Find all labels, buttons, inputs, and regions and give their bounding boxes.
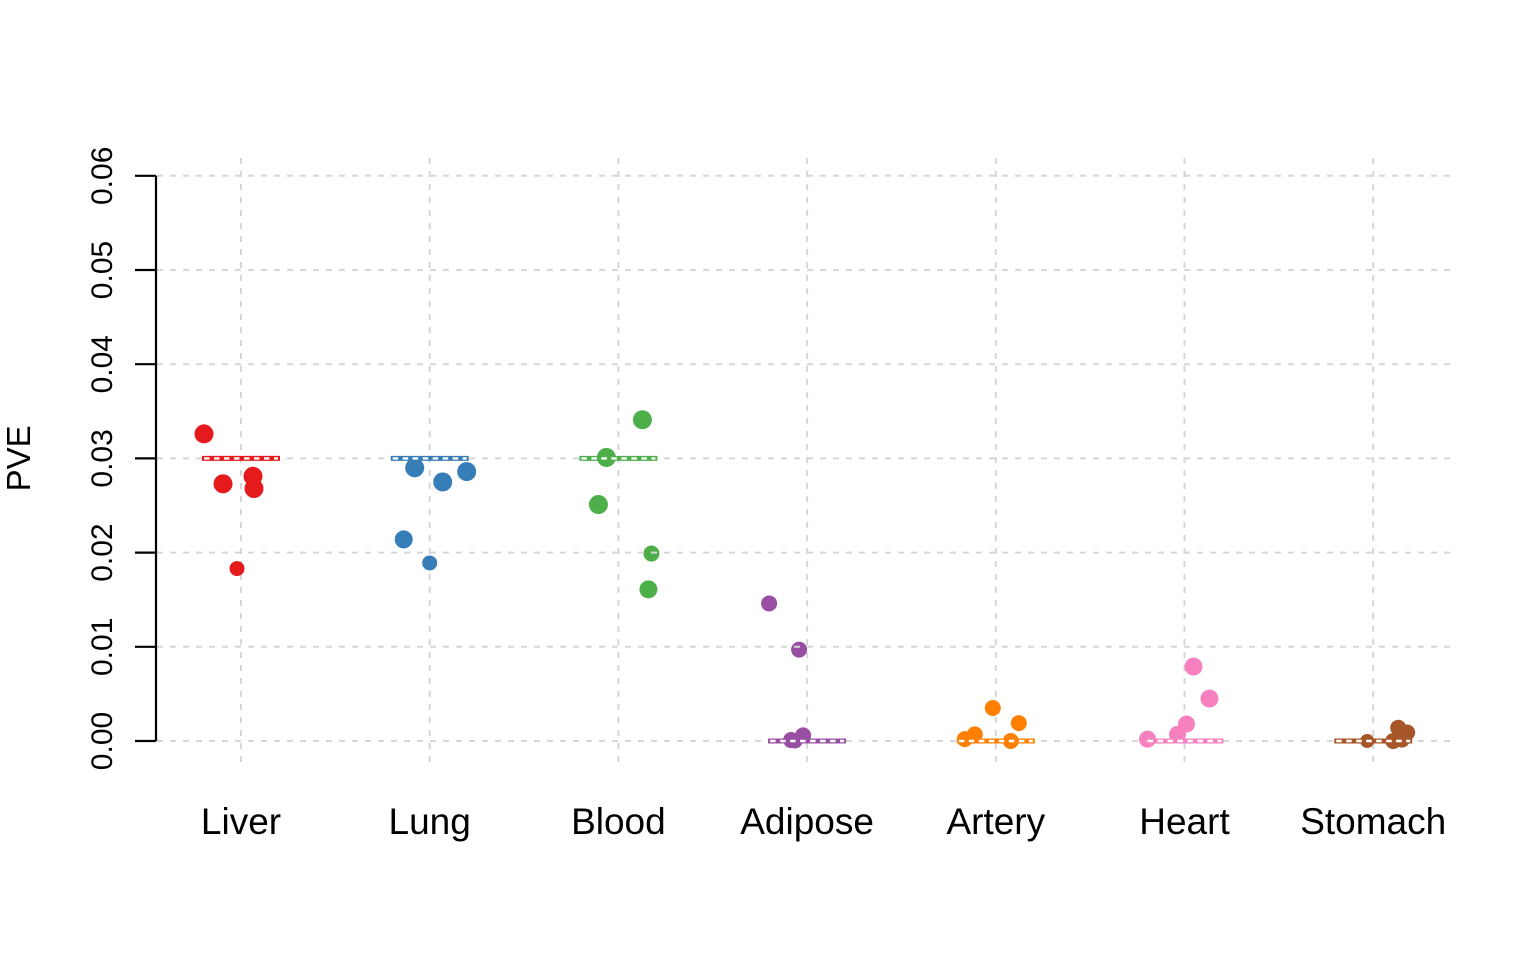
y-axis-title: PVE (0, 425, 37, 491)
y-tick-labels: 0.00 0.01 0.02 0.03 0.04 0.05 0.06 (86, 147, 119, 771)
data-point-liver-1 (194, 424, 214, 444)
data-point-adipose-2 (791, 641, 808, 658)
y-tick-label-0.02: 0.02 (86, 523, 119, 581)
series-lung (394, 458, 477, 571)
x-category-label-artery: Artery (946, 801, 1045, 842)
data-point-heart-2 (1200, 689, 1219, 708)
data-point-artery-1 (984, 700, 1001, 717)
data-point-blood-3 (588, 495, 608, 515)
data-point-artery-2 (1010, 715, 1027, 732)
x-category-label-blood: Blood (571, 801, 666, 842)
y-tick-label-0.05: 0.05 (86, 241, 119, 299)
y-tick-label-0.01: 0.01 (86, 618, 119, 676)
series-blood (588, 410, 660, 599)
true-value-lines (202, 455, 1413, 744)
x-category-label-lung: Lung (389, 801, 471, 842)
data-point-heart-1 (1184, 657, 1203, 676)
data-point-lung-4 (394, 530, 413, 549)
y-tick-label-0.00: 0.00 (86, 712, 119, 770)
data-point-lung-2 (433, 472, 453, 492)
x-category-label-liver: Liver (201, 801, 281, 842)
x-category-label-adipose: Adipose (740, 801, 874, 842)
data-point-liver-4 (244, 479, 264, 499)
horizontal-gridlines (157, 174, 1455, 742)
data-point-lung-3 (457, 462, 477, 482)
data-point-liver-2 (213, 474, 233, 494)
y-axis (135, 174, 158, 743)
x-category-labels: Liver Lung Blood Adipose Artery Heart Stomach (201, 801, 1446, 842)
x-category-label-stomach: Stomach (1300, 801, 1446, 842)
y-tick-label-0.03: 0.03 (86, 429, 119, 487)
data-point-blood-5 (639, 580, 658, 599)
data-point-lung-5 (422, 555, 438, 571)
data-points (194, 410, 1416, 749)
y-tick-label-0.06: 0.06 (86, 147, 119, 205)
x-category-label-heart: Heart (1139, 801, 1230, 842)
data-point-lung-1 (405, 458, 425, 478)
series-liver (194, 424, 264, 577)
data-point-liver-5 (229, 561, 245, 577)
y-tick-label-0.04: 0.04 (86, 335, 119, 393)
data-point-adipose-1 (761, 595, 778, 612)
data-point-blood-1 (632, 410, 652, 430)
